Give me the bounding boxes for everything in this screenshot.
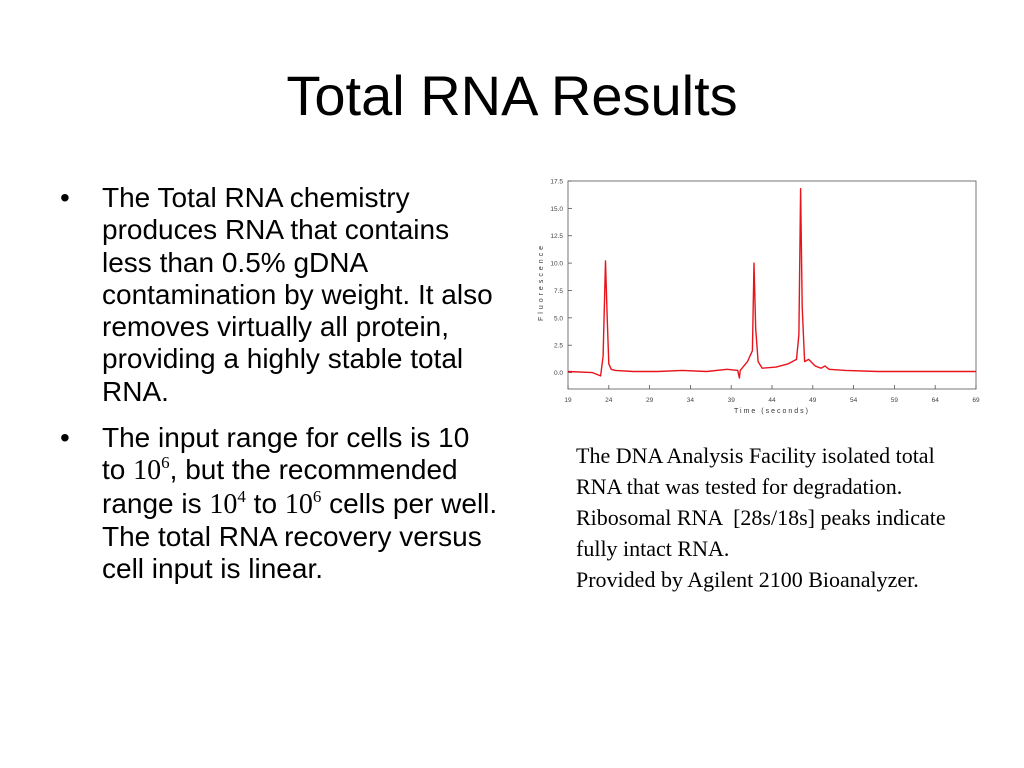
- data-point: [681, 369, 683, 371]
- caption-line: Ribosomal RNA [28s/18s] peaks indicate f…: [576, 505, 952, 561]
- data-point: [726, 368, 728, 370]
- data-point: [804, 361, 806, 363]
- data-point: [608, 363, 610, 365]
- x-tick-label: 24: [605, 397, 613, 404]
- data-point: [632, 371, 634, 372]
- y-tick-label: 2.5: [554, 343, 563, 350]
- x-tick-label: 19: [564, 397, 572, 404]
- x-tick-label: 64: [932, 397, 940, 404]
- data-point: [775, 366, 777, 368]
- y-tick-label: 10.0: [550, 261, 563, 268]
- exponent-value: 106: [284, 486, 322, 520]
- data-point: [738, 377, 740, 379]
- caption-line: Provided by Agilent 2100 Bioanalyzer.: [576, 567, 919, 592]
- x-tick-label: 49: [809, 397, 817, 404]
- data-point: [657, 371, 659, 372]
- x-tick-label: 44: [768, 397, 776, 404]
- x-tick-label: 54: [850, 397, 858, 404]
- data-point: [602, 355, 604, 357]
- data-point: [828, 368, 830, 370]
- x-tick-label: 39: [728, 397, 736, 404]
- bullet-list: • The Total RNA chemistry produces RNA t…: [60, 182, 500, 600]
- page-title: Total RNA Results: [286, 64, 738, 127]
- exponent-base: 10: [284, 488, 313, 520]
- data-point: [739, 369, 741, 371]
- data-point: [606, 317, 608, 319]
- data-point: [567, 371, 569, 372]
- data-point: [796, 359, 797, 360]
- data-point: [798, 333, 800, 335]
- y-tick-label: 5.0: [554, 315, 563, 322]
- data-point: [824, 365, 826, 367]
- data-point: [605, 260, 606, 262]
- data-point: [610, 368, 612, 370]
- y-tick-label: 0.0: [554, 370, 563, 377]
- bullet-text: The Total RNA chemistry produces RNA tha…: [102, 182, 493, 407]
- caption-line: The DNA Analysis Facility isolated total…: [576, 443, 941, 499]
- y-tick-label: 17.5: [550, 179, 563, 186]
- x-tick-label: 69: [972, 397, 980, 404]
- bullet-text-part: The input range for cells is 10 to: [102, 422, 470, 486]
- bullet-marker: •: [60, 422, 70, 454]
- electropherogram-chart: 0.0 2.5 5.0 7.5 10.0 12.5 15.0 17.5 19 24 29 34 39 44…: [536, 172, 980, 420]
- data-point: [877, 371, 879, 372]
- y-tick-label: 12.5: [550, 233, 563, 240]
- figure-caption: The DNA Analysis Facility isolated total…: [576, 440, 976, 595]
- x-tick-label: 59: [891, 397, 899, 404]
- exponent-value: 106: [133, 453, 170, 487]
- exponent-base: 10: [209, 488, 238, 520]
- plot-frame: [567, 180, 977, 390]
- bullet-text-part: to: [245, 487, 285, 519]
- fluorescence-trace: [567, 188, 976, 379]
- data-point: [975, 371, 977, 372]
- exponent-value: 104: [209, 486, 246, 520]
- bullet-item-input-range: • The input range for cells is 10 to 106…: [60, 422, 500, 585]
- data-point: [737, 369, 739, 371]
- data-point: [600, 375, 602, 377]
- data-point: [592, 372, 593, 373]
- y-axis-label: Fluorescence: [538, 243, 545, 321]
- data-point: [706, 371, 708, 372]
- data-point: [761, 367, 763, 369]
- x-axis-label: Time (seconds): [734, 408, 810, 415]
- exponent-base: 10: [133, 455, 162, 487]
- bullet-text-part: , but the recommended range is: [102, 454, 458, 519]
- exponent-power: 6: [312, 486, 322, 506]
- data-point: [801, 306, 803, 308]
- data-point: [752, 350, 753, 352]
- data-point: [747, 361, 748, 363]
- data-point: [753, 262, 755, 264]
- data-point: [814, 365, 816, 367]
- data-point: [755, 328, 757, 330]
- data-point: [910, 371, 912, 372]
- data-point: [614, 369, 616, 371]
- data-point: [757, 361, 759, 363]
- data-point: [820, 367, 822, 369]
- data-point: [787, 363, 789, 365]
- exponent-power: 4: [237, 486, 246, 506]
- exponent-power: 6: [161, 453, 170, 473]
- data-point: [808, 359, 810, 360]
- data-point: [800, 188, 801, 190]
- x-tick-label: 29: [646, 397, 654, 404]
- y-tick-label: 7.5: [554, 288, 563, 295]
- bullet-item-protein-removal: • The Total RNA chemistry produces RNA t…: [60, 182, 500, 408]
- bullet-text-part: cells per well. The total RNA recovery v…: [102, 487, 498, 585]
- y-tick-label: 15.0: [550, 206, 563, 213]
- bullet-marker: •: [60, 182, 70, 213]
- data-point: [845, 369, 846, 371]
- x-tick-label: 34: [687, 397, 695, 404]
- data-point: [942, 371, 944, 372]
